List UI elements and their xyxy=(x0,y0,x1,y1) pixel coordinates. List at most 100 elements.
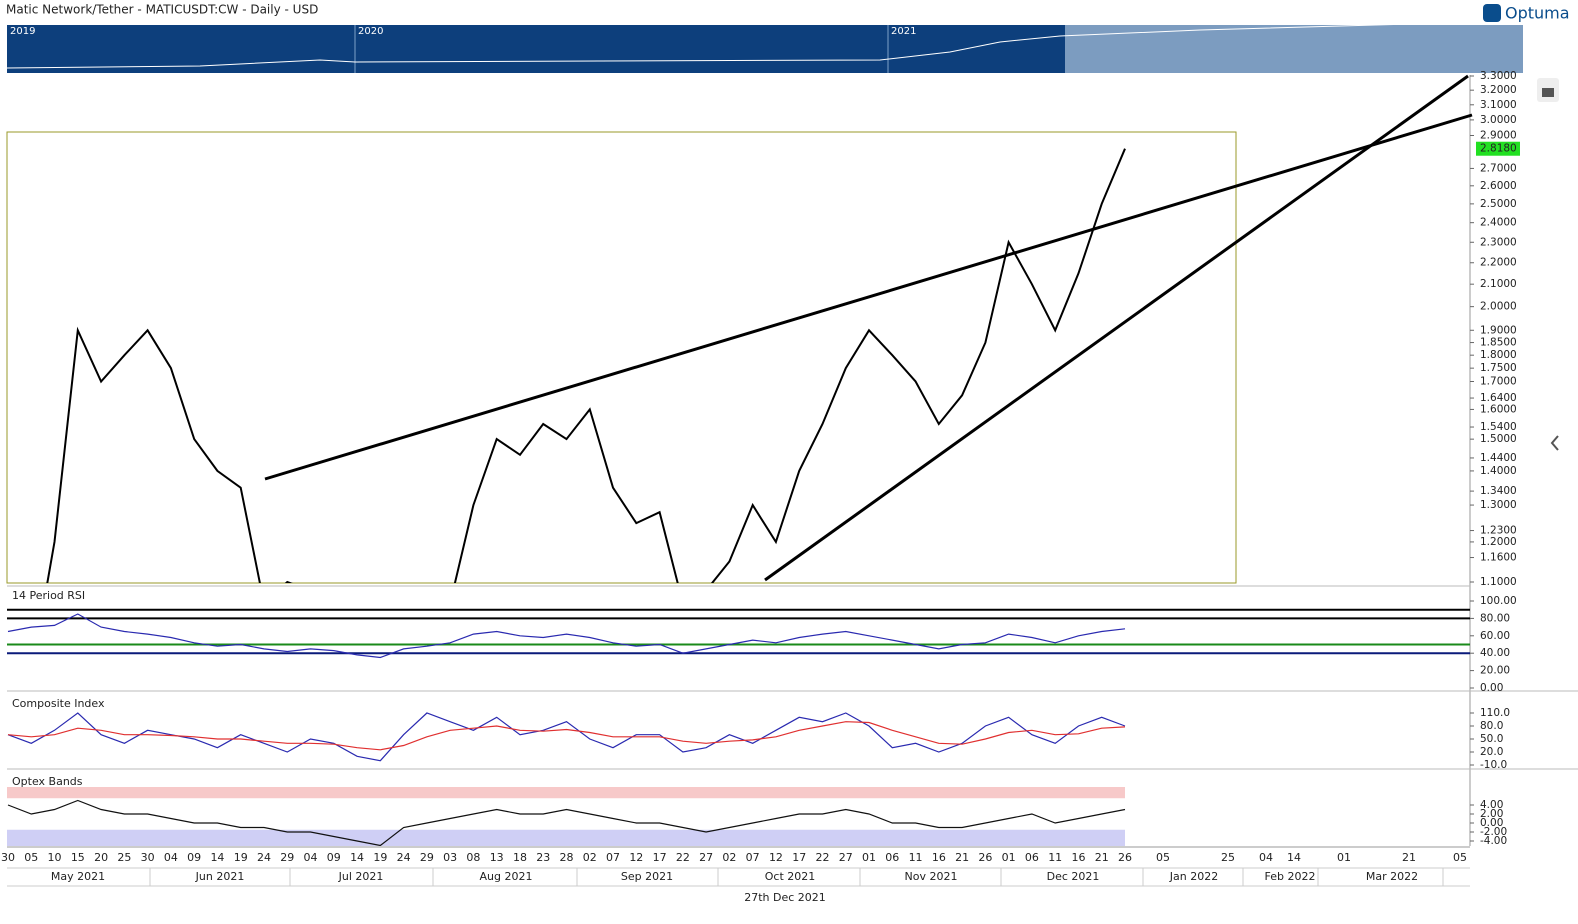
x-tick-label: 08 xyxy=(466,851,480,864)
x-tick-label: 04 xyxy=(304,851,318,864)
y-tick-label: 3.1000 xyxy=(1480,99,1517,111)
x-tick-label: 14 xyxy=(1287,851,1301,864)
y-tick-label: 2.0000 xyxy=(1480,301,1517,313)
x-tick-label: 11 xyxy=(909,851,923,864)
range-box xyxy=(6,131,1237,584)
y-tick-label: 1.5400 xyxy=(1480,421,1517,433)
x-tick-label: 14 xyxy=(350,851,364,864)
y-tick-label: 2.9000 xyxy=(1480,130,1517,142)
y-tick-label: -2.00 xyxy=(1480,826,1507,838)
y-tick-label: 1.6400 xyxy=(1480,392,1517,404)
x-tick-label: 21 xyxy=(1095,851,1109,864)
trendline xyxy=(764,74,1469,582)
navigator-selection xyxy=(1065,25,1523,73)
x-tick-label: 24 xyxy=(257,851,271,864)
x-tick-label: 23 xyxy=(536,851,550,864)
x-tick-label: 05 xyxy=(1453,851,1467,864)
y-tick-label: -4.00 xyxy=(1480,835,1507,847)
month-label: Oct 2021 xyxy=(765,870,816,883)
y-tick-label: 110.0 xyxy=(1480,707,1510,719)
y-tick-label: 0.00 xyxy=(1480,817,1503,829)
panel-title: 14 Period RSI xyxy=(12,589,85,602)
x-tick-label: 26 xyxy=(978,851,992,864)
x-tick-label: 30 xyxy=(141,851,155,864)
y-tick-label: 1.8500 xyxy=(1480,337,1517,349)
month-label: Jan 2022 xyxy=(1169,870,1218,883)
panel-title: Optex Bands xyxy=(12,775,83,788)
x-tick-label: 29 xyxy=(280,851,294,864)
year-label: 2021 xyxy=(891,26,916,37)
month-label: Mar 2022 xyxy=(1366,870,1418,883)
y-tick-label: 2.3000 xyxy=(1480,236,1517,248)
x-tick-label: 17 xyxy=(653,851,667,864)
x-tick-label: 22 xyxy=(676,851,690,864)
collapse-button[interactable] xyxy=(1550,435,1559,451)
month-label: Jul 2021 xyxy=(338,870,384,883)
x-tick-label: 01 xyxy=(862,851,876,864)
x-tick-label: 10 xyxy=(48,851,62,864)
x-tick-label: 27 xyxy=(839,851,853,864)
y-tick-label: 20.0 xyxy=(1480,746,1503,758)
y-tick-label: 1.7000 xyxy=(1480,376,1517,388)
band xyxy=(7,829,1125,846)
x-tick-label: 27 xyxy=(699,851,713,864)
x-tick-label: 19 xyxy=(373,851,387,864)
x-tick-label: 09 xyxy=(187,851,201,864)
series-line xyxy=(7,721,1126,751)
x-tick-label: 06 xyxy=(1025,851,1039,864)
x-tick-label: 04 xyxy=(164,851,178,864)
x-tick-label: 16 xyxy=(1071,851,1085,864)
y-tick-label: 50.0 xyxy=(1480,733,1503,745)
y-tick-label: 2.1000 xyxy=(1480,278,1517,290)
x-tick-label: 16 xyxy=(932,851,946,864)
x-tick-label: 25 xyxy=(117,851,131,864)
month-label: May 2021 xyxy=(51,870,105,883)
y-tick-label: 1.8000 xyxy=(1480,349,1517,361)
x-tick-label: 20 xyxy=(94,851,108,864)
y-tick-label: 1.6000 xyxy=(1480,403,1517,415)
y-tick-label: 20.00 xyxy=(1480,665,1510,677)
x-tick-label: 09 xyxy=(327,851,341,864)
y-tick-label: 3.0000 xyxy=(1480,114,1517,126)
y-tick-label: 1.9000 xyxy=(1480,324,1517,336)
y-tick-label: -10.0 xyxy=(1480,759,1507,771)
y-tick-label: 80.00 xyxy=(1480,612,1510,624)
y-tick-label: 1.5000 xyxy=(1480,433,1517,445)
panel-title: Composite Index xyxy=(12,697,105,710)
y-tick-label: 2.7000 xyxy=(1480,162,1517,174)
x-tick-label: 01 xyxy=(1337,851,1351,864)
x-tick-label: 03 xyxy=(443,851,457,864)
series-line xyxy=(7,613,1126,659)
x-tick-label: 21 xyxy=(1402,851,1416,864)
x-tick-label: 11 xyxy=(1048,851,1062,864)
band xyxy=(7,787,1125,799)
y-tick-label: 1.2300 xyxy=(1480,525,1517,537)
year-label: 2019 xyxy=(10,26,35,37)
x-tick-label: 25 xyxy=(1221,851,1235,864)
header-title: Matic Network/Tether - MATICUSDT:CW - Da… xyxy=(6,3,318,17)
x-tick-label: 17 xyxy=(792,851,806,864)
y-tick-label: 1.4000 xyxy=(1480,465,1517,477)
x-tick-label: 02 xyxy=(583,851,597,864)
x-tick-label: 24 xyxy=(397,851,411,864)
y-tick-label: 3.2000 xyxy=(1480,84,1517,96)
x-tick-label: 15 xyxy=(71,851,85,864)
trendline xyxy=(264,113,1473,481)
x-tick-label: 01 xyxy=(1002,851,1016,864)
month-label: Jun 2021 xyxy=(195,870,245,883)
y-tick-label: 2.4000 xyxy=(1480,217,1517,229)
series-line xyxy=(7,799,1126,846)
y-tick-label: 80.0 xyxy=(1480,720,1503,732)
y-tick-label: 1.2000 xyxy=(1480,536,1517,548)
x-tick-label: 21 xyxy=(955,851,969,864)
x-tick-label: 02 xyxy=(722,851,736,864)
y-tick-label: 2.5000 xyxy=(1480,198,1517,210)
navigator-line xyxy=(6,23,1411,69)
x-tick-label: 13 xyxy=(490,851,504,864)
y-tick-label: 40.00 xyxy=(1480,647,1510,659)
x-tick-label: 28 xyxy=(560,851,574,864)
x-tick-label: 30 xyxy=(1,851,15,864)
y-tick-label: 1.1600 xyxy=(1480,552,1517,564)
y-tick-label: 2.6000 xyxy=(1480,180,1517,192)
